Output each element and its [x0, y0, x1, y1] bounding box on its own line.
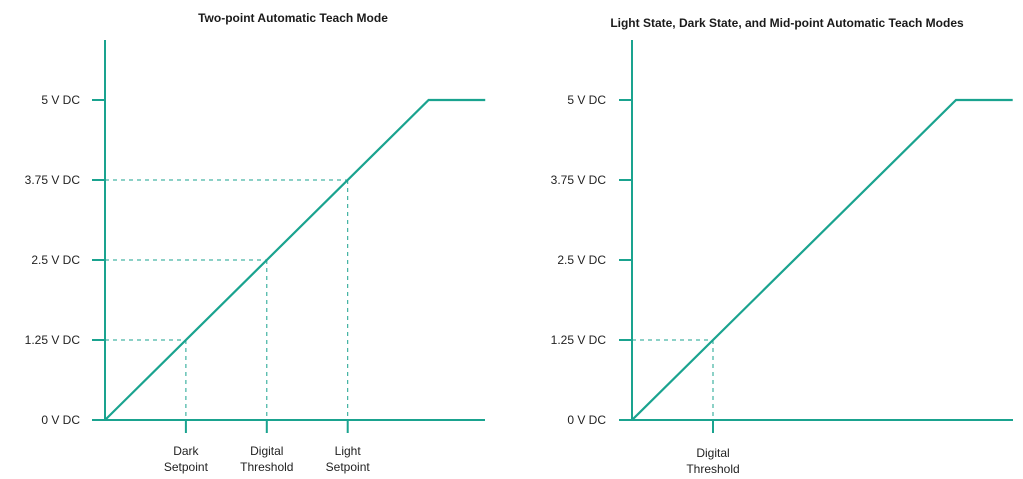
x-tick-label-line: Dark — [173, 444, 199, 458]
chart-title: Two-point Automatic Teach Mode — [198, 11, 388, 25]
y-tick-label: 1.25 V DC — [25, 333, 81, 347]
x-tick-label-line: Threshold — [240, 460, 293, 474]
y-tick-label: 1.25 V DC — [551, 333, 607, 347]
y-tick-label: 3.75 V DC — [25, 173, 81, 187]
x-tick-label-line: Threshold — [686, 462, 739, 476]
y-tick-label: 0 V DC — [567, 413, 606, 427]
x-tick-label-line: Digital — [250, 444, 283, 458]
y-tick-label: 3.75 V DC — [551, 173, 607, 187]
x-tick-label-line: Setpoint — [164, 460, 209, 474]
x-tick-label: Dark Setpoint — [164, 444, 209, 474]
chart-light-dark-midpoint: Light State, Dark State, and Mid-point A… — [551, 16, 1013, 476]
y-tick-label: 2.5 V DC — [557, 253, 606, 267]
x-tick-label: Digital Threshold — [240, 444, 293, 474]
x-tick-label: Digital Threshold — [686, 446, 739, 476]
x-tick-label-line: Setpoint — [326, 460, 371, 474]
y-tick-label: 5 V DC — [41, 93, 80, 107]
x-tick-label-line: Light — [335, 444, 362, 458]
y-tick-label: 2.5 V DC — [31, 253, 80, 267]
chart-two-point: Two-point Automatic Teach Mode 0 V DC 1.2… — [25, 11, 486, 474]
chart-title: Light State, Dark State, and Mid-point A… — [610, 16, 964, 30]
series-line — [631, 98, 1013, 421]
y-tick-label: 0 V DC — [41, 413, 80, 427]
y-tick-label: 5 V DC — [567, 93, 606, 107]
x-tick-label-line: Digital — [696, 446, 729, 460]
x-tick-label: Light Setpoint — [326, 444, 371, 474]
series-line — [104, 98, 486, 421]
